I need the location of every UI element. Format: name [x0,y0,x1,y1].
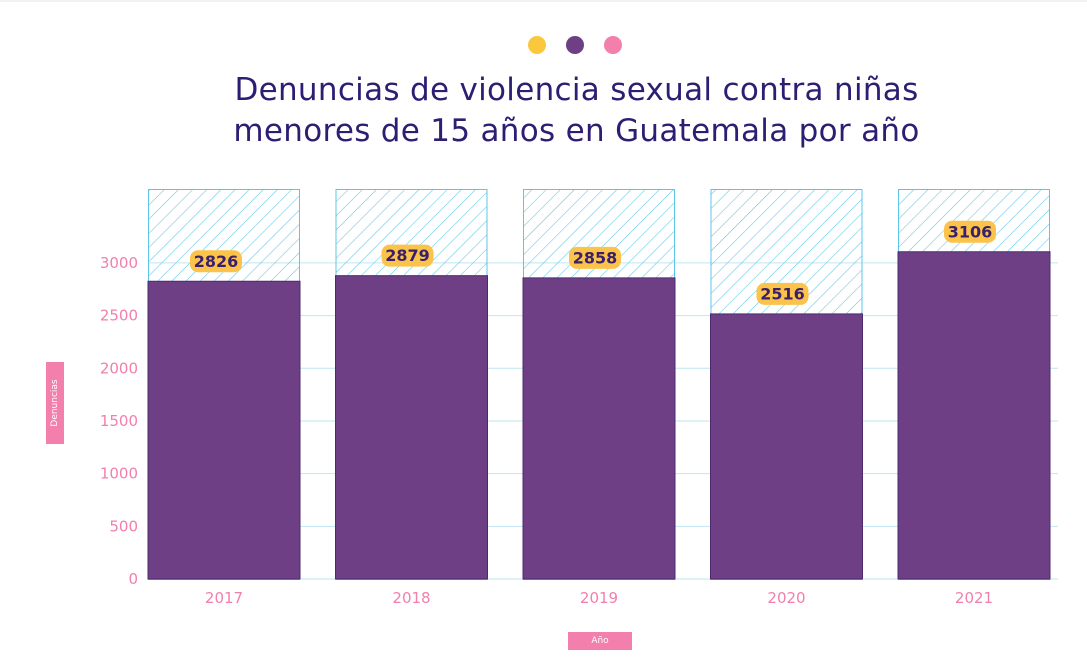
bar [147,280,301,580]
y-tick-label: 2500 [100,307,138,325]
y-tick-label: 1000 [100,465,138,483]
y-axis-label: Denuncias [46,362,64,444]
data-label-bg [190,250,242,273]
y-tick-label: 0 [128,570,138,588]
purple-dot-icon [566,36,584,54]
y-axis-label-text: Denuncias [50,379,60,427]
data-label: 2516 [760,284,805,303]
y-tick-label: 2000 [100,359,138,377]
y-tick-label: 500 [109,517,138,535]
x-tick-label: 2019 [580,589,618,607]
x-tick-label: 2020 [767,589,805,607]
x-tick-label: 2021 [955,589,993,607]
y-tick-label: 1500 [100,412,138,430]
legend-dots [528,36,628,56]
data-label: 2858 [573,248,618,267]
x-tick-label: 2018 [392,589,430,607]
y-tick-label: 3000 [100,254,138,272]
data-label-bg [944,220,996,243]
data-label-bg [756,282,809,305]
data-label-bg [381,244,434,267]
x-tick-label: 2017 [205,589,243,607]
pink-dot-icon [604,36,622,54]
chart-title: Denuncias de violencia sexual contra niñ… [0,70,1087,152]
bar [522,277,676,580]
bar [710,313,863,580]
data-label: 2879 [385,246,430,265]
data-label: 3106 [948,222,993,241]
x-axis-label: Año [568,632,632,650]
top-divider [0,0,1087,2]
chart-title-line-2: menores de 15 años en Guatemala por año [233,113,920,149]
data-label-bg [569,246,621,269]
data-label: 2826 [194,252,239,271]
bar [897,251,1051,580]
chart-title-line-1: Denuncias de violencia sexual contra niñ… [234,72,919,108]
bar [335,275,488,580]
yellow-dot-icon [528,36,546,54]
